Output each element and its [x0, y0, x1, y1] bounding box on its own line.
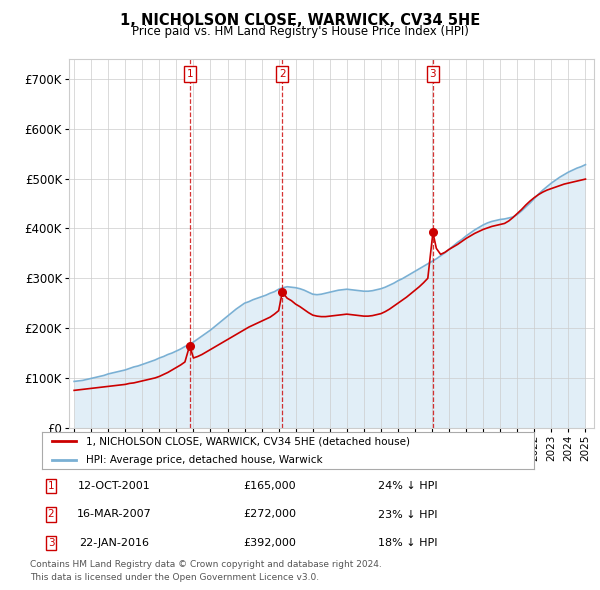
Text: 3: 3	[430, 69, 436, 79]
Text: 12-OCT-2001: 12-OCT-2001	[77, 481, 151, 491]
Text: Contains HM Land Registry data © Crown copyright and database right 2024.: Contains HM Land Registry data © Crown c…	[30, 560, 382, 569]
Text: 3: 3	[47, 538, 55, 548]
Text: 18% ↓ HPI: 18% ↓ HPI	[378, 538, 438, 548]
Text: 16-MAR-2007: 16-MAR-2007	[77, 510, 151, 519]
Text: 1: 1	[187, 69, 193, 79]
Text: £165,000: £165,000	[244, 481, 296, 491]
Text: 2: 2	[47, 510, 55, 519]
Text: 22-JAN-2016: 22-JAN-2016	[79, 538, 149, 548]
Text: £392,000: £392,000	[244, 538, 296, 548]
Text: 2: 2	[279, 69, 286, 79]
Text: 1, NICHOLSON CLOSE, WARWICK, CV34 5HE: 1, NICHOLSON CLOSE, WARWICK, CV34 5HE	[120, 13, 480, 28]
Text: 23% ↓ HPI: 23% ↓ HPI	[378, 510, 438, 519]
Text: 24% ↓ HPI: 24% ↓ HPI	[378, 481, 438, 491]
Text: HPI: Average price, detached house, Warwick: HPI: Average price, detached house, Warw…	[86, 455, 323, 465]
Text: This data is licensed under the Open Government Licence v3.0.: This data is licensed under the Open Gov…	[30, 573, 319, 582]
Text: 1, NICHOLSON CLOSE, WARWICK, CV34 5HE (detached house): 1, NICHOLSON CLOSE, WARWICK, CV34 5HE (d…	[86, 436, 410, 446]
Text: Price paid vs. HM Land Registry's House Price Index (HPI): Price paid vs. HM Land Registry's House …	[131, 25, 469, 38]
Text: 1: 1	[47, 481, 55, 491]
Text: £272,000: £272,000	[244, 510, 296, 519]
